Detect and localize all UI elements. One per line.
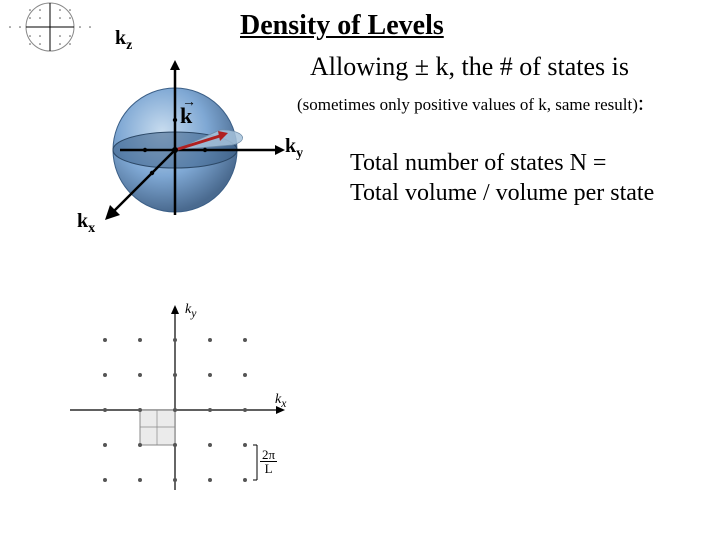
spacing-label: 2π L [260,448,277,475]
lattice-diagram: ky kx 2π L [60,300,290,500]
lattice-kx-label: kx [275,392,286,410]
sphere-diagram: kz ky kx → k [80,55,300,235]
line-allowing: Allowing ± k, the # of states is [310,52,629,82]
kx-label: kx [77,210,95,237]
line-total-vol: Total volume / volume per state [350,180,654,207]
kz-label: kz [115,27,132,54]
page-title: Density of Levels [240,10,444,42]
line-sometimes: (sometimes only positive values of k, sa… [297,90,644,116]
ky-label: ky [285,135,303,162]
kvec-label: → k [180,103,192,129]
lattice-ky-label: ky [185,302,196,320]
line2-colon: : [638,90,644,115]
line2-text: (sometimes only positive values of k, sa… [297,95,638,114]
small-grid-diagram [0,0,100,55]
line-total-n: Total number of states N = [350,150,606,177]
